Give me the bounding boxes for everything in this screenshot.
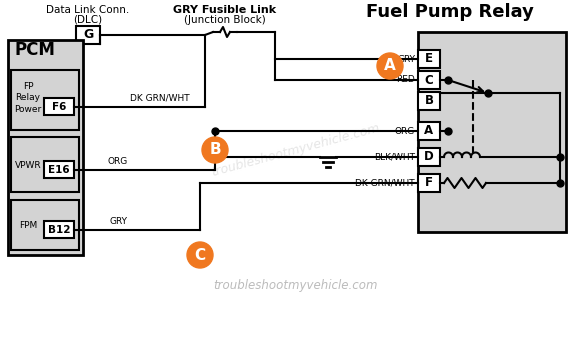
Text: DK GRN/WHT: DK GRN/WHT: [130, 93, 190, 103]
Bar: [418, 71, 440, 89]
Bar: [44, 221, 74, 238]
Text: ORG: ORG: [395, 126, 415, 135]
Text: (DLC): (DLC): [74, 15, 103, 25]
Text: Fuel Pump Relay: Fuel Pump Relay: [366, 3, 534, 21]
Text: ORG: ORG: [108, 158, 128, 167]
Text: C: C: [194, 247, 205, 262]
Text: troubleshootmyvehicle.com: troubleshootmyvehicle.com: [209, 121, 380, 179]
Text: G: G: [83, 28, 93, 42]
Text: GRY Fusible Link: GRY Fusible Link: [173, 5, 277, 15]
Text: troubleshootmyvehicle.com: troubleshootmyvehicle.com: [213, 279, 377, 292]
Text: B: B: [425, 94, 433, 107]
Text: DK GRN/WHT: DK GRN/WHT: [356, 178, 415, 188]
Text: GRY: GRY: [397, 55, 415, 63]
Text: A: A: [384, 58, 396, 74]
Text: (Junction Block): (Junction Block): [184, 15, 266, 25]
Circle shape: [202, 137, 228, 163]
Text: F6: F6: [52, 102, 66, 112]
Bar: [44, 98, 74, 115]
Text: E16: E16: [48, 165, 70, 175]
Bar: [8, 40, 83, 255]
Text: FPM: FPM: [19, 220, 37, 230]
Bar: [418, 148, 440, 166]
Text: D: D: [424, 150, 434, 163]
Text: F: F: [425, 176, 433, 189]
Bar: [11, 137, 79, 192]
Bar: [418, 174, 440, 192]
Text: A: A: [425, 125, 434, 138]
Text: PCM: PCM: [14, 41, 56, 59]
Circle shape: [187, 242, 213, 268]
Bar: [76, 26, 100, 44]
Bar: [11, 70, 79, 130]
Text: C: C: [425, 74, 433, 86]
Bar: [11, 200, 79, 250]
Bar: [418, 50, 440, 68]
Text: VPWR: VPWR: [14, 161, 41, 169]
Text: BLK/WHT: BLK/WHT: [374, 153, 415, 161]
Text: B: B: [209, 142, 221, 158]
Bar: [44, 161, 74, 178]
Text: FP
Relay
Power: FP Relay Power: [14, 82, 42, 114]
Bar: [418, 92, 440, 110]
Text: B12: B12: [48, 225, 70, 235]
Text: GRY: GRY: [109, 217, 127, 226]
Bar: [418, 122, 440, 140]
Circle shape: [377, 53, 403, 79]
Text: E: E: [425, 52, 433, 65]
Text: Data Link Conn.: Data Link Conn.: [46, 5, 129, 15]
Text: RED: RED: [396, 76, 415, 84]
Bar: [418, 32, 566, 232]
